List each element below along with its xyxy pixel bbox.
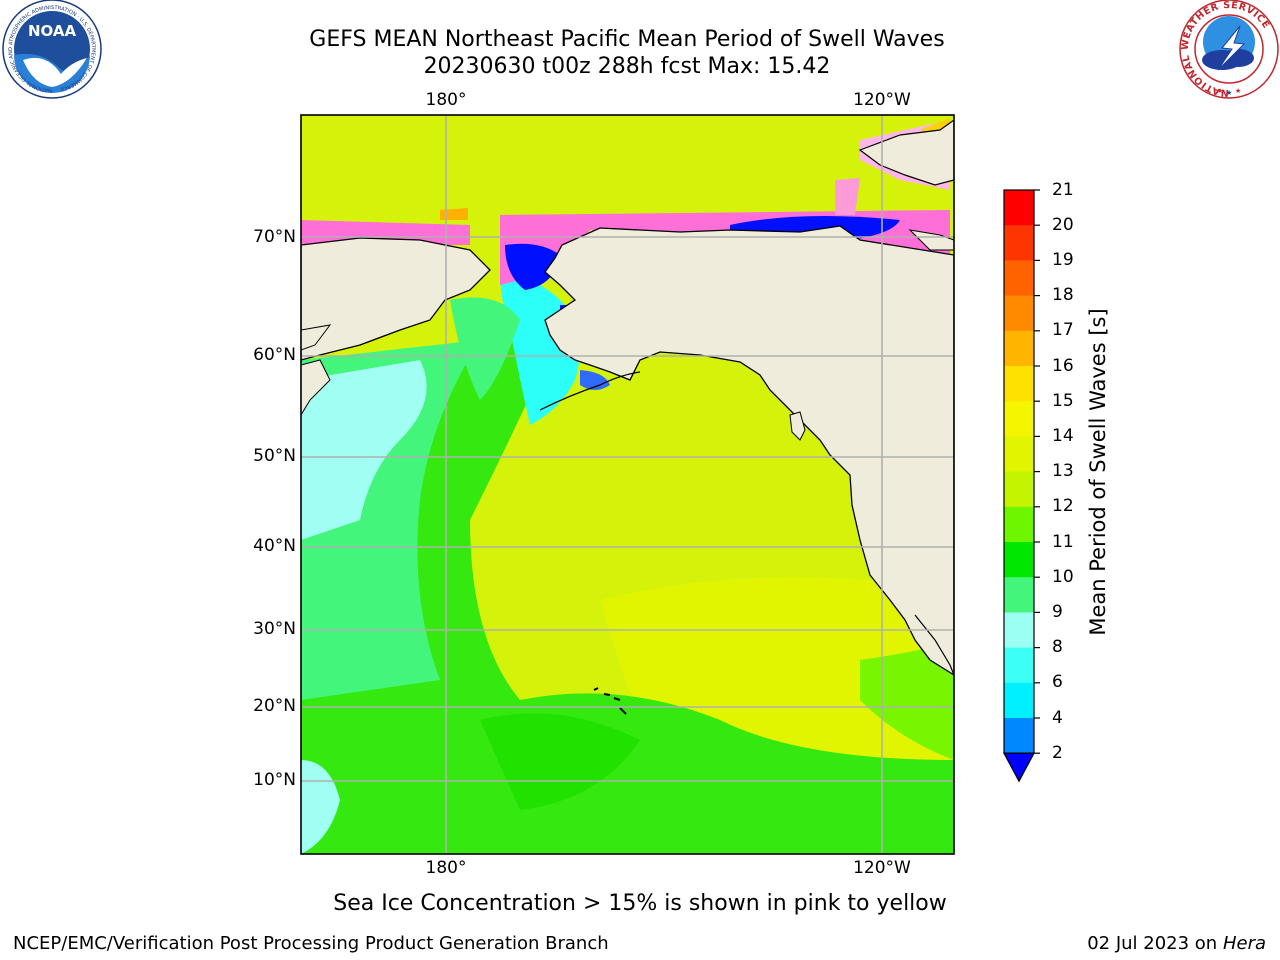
colorbar-tick: 6 xyxy=(1052,672,1063,692)
footer-date-text: 02 Jul 2023 on xyxy=(1087,933,1223,954)
colorbar-segment xyxy=(1004,647,1034,684)
hawaii-islands xyxy=(593,687,627,715)
colorbar-tick: 18 xyxy=(1052,285,1074,305)
colorbar-label: Mean Period of Swell Waves [s] xyxy=(1086,308,1110,636)
map-frame xyxy=(300,114,955,855)
colorbar xyxy=(1002,189,1040,783)
land-siberia xyxy=(301,237,491,361)
colorbar-tick: 4 xyxy=(1052,708,1063,728)
lon-label-top-180: 180° xyxy=(425,90,467,110)
svg-text:NOAA: NOAA xyxy=(28,22,77,40)
lat-label-50n: 50°N xyxy=(253,446,296,466)
colorbar-tick: 12 xyxy=(1052,496,1074,516)
colorbar-tick: 15 xyxy=(1052,391,1074,411)
colorbar-tick: 20 xyxy=(1052,215,1074,235)
lat-label-70n: 70°N xyxy=(253,227,296,247)
footer-date: 02 Jul 2023 on Hera xyxy=(1087,933,1266,954)
svg-text:★: ★ xyxy=(1226,89,1232,97)
colorbar-segment xyxy=(1004,577,1034,613)
colorbar-extend-triangle xyxy=(1002,752,1036,783)
ocean-cyan-region xyxy=(301,360,427,540)
lon-label-bottom-180: 180° xyxy=(425,858,467,878)
lat-label-30n: 30°N xyxy=(253,619,296,639)
colorbar-segment xyxy=(1004,542,1034,578)
lat-label-40n: 40°N xyxy=(253,536,296,556)
colorbar-segment xyxy=(1004,366,1034,402)
colorbar-tick: 13 xyxy=(1052,461,1074,481)
colorbar-tick: 14 xyxy=(1052,426,1074,446)
ocean-green-region xyxy=(301,330,954,854)
colorbar-tick: 19 xyxy=(1052,250,1074,270)
colorbar-tick: 21 xyxy=(1052,180,1074,200)
colorbar-tick: 11 xyxy=(1052,532,1074,552)
map-grid xyxy=(301,115,954,854)
colorbar-tick: 8 xyxy=(1052,637,1063,657)
nws-logo-icon: NATIONAL WEATHER SERVICE ★ ★ ★ xyxy=(1179,0,1279,99)
colorbar-segment xyxy=(1004,506,1034,543)
lat-label-60n: 60°N xyxy=(253,345,296,365)
footer-machine: Hera xyxy=(1222,933,1266,954)
lat-label-10n: 10°N xyxy=(253,770,296,790)
colorbar-segment xyxy=(1004,682,1034,719)
svg-text:★: ★ xyxy=(1217,87,1223,95)
chart-subtitle: 20230630 t00z 288h fcst Max: 15.42 xyxy=(423,54,831,79)
colorbar-segment xyxy=(1004,471,1034,508)
colorbar-tick: 16 xyxy=(1052,356,1074,376)
colorbar-segment xyxy=(1004,330,1034,367)
footer-credit: NCEP/EMC/Verification Post Processing Pr… xyxy=(13,933,609,954)
noaa-logo-icon: NOAA NATIONAL OCEANIC AND ATMOSPHERIC AD… xyxy=(2,0,102,99)
colorbar-tick: 9 xyxy=(1052,602,1063,622)
colorbar-segment xyxy=(1004,436,1034,473)
lat-label-20n: 20°N xyxy=(253,696,296,716)
colorbar-tick: 2 xyxy=(1052,743,1063,763)
colorbar-segment xyxy=(1004,260,1034,297)
colorbar-segment xyxy=(1004,401,1034,437)
colorbar-segment xyxy=(1004,295,1034,332)
colorbar-tick: 17 xyxy=(1052,320,1074,340)
colorbar-tick: 10 xyxy=(1052,567,1074,587)
sea-ice-note: Sea Ice Concentration > 15% is shown in … xyxy=(333,891,947,916)
colorbar-segment xyxy=(1004,718,1034,754)
colorbar-segment xyxy=(1004,225,1034,261)
colorbar-segment xyxy=(1004,612,1034,649)
colorbar-segment xyxy=(1004,190,1034,226)
svg-text:★: ★ xyxy=(1235,87,1241,95)
chart-title: GEFS MEAN Northeast Pacific Mean Period … xyxy=(309,27,945,52)
lon-label-top-120w: 120°W xyxy=(853,90,911,110)
lon-label-bottom-120w: 120°W xyxy=(853,858,911,878)
